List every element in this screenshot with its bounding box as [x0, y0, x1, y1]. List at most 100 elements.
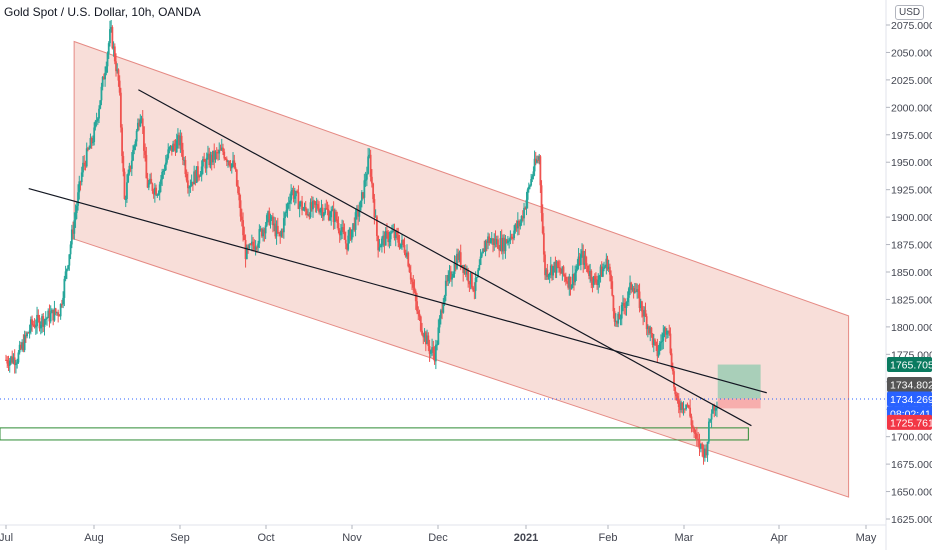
candle-down [278, 232, 280, 234]
candle-down [386, 231, 388, 233]
candle-up [431, 347, 433, 351]
candle-up [161, 172, 164, 180]
candle-up [552, 266, 555, 276]
candle-down [252, 241, 254, 246]
candle-down [618, 313, 621, 320]
candle-down [693, 427, 696, 433]
candle-up [636, 289, 639, 293]
long-position-tool[interactable] [717, 364, 761, 409]
candle-up [282, 218, 285, 233]
candle-down [115, 61, 117, 72]
candle-up [49, 312, 52, 322]
candle-up [273, 223, 276, 226]
candle-up [262, 229, 265, 237]
candle-down [544, 254, 546, 276]
candle-up [303, 206, 306, 210]
candle-up [220, 147, 223, 150]
candle-down [224, 158, 227, 160]
candle-down [263, 229, 266, 234]
price-tick-label: 1900.000 [891, 212, 932, 224]
candle-down [292, 189, 295, 199]
candle-down [595, 279, 597, 283]
support-zone-box[interactable] [0, 427, 749, 441]
stop-zone[interactable] [717, 398, 761, 409]
candle-up [77, 192, 79, 206]
candle-up [99, 100, 102, 109]
candle-up [461, 265, 463, 267]
candle-up [646, 326, 649, 330]
candle-down [702, 448, 705, 458]
candle-up [202, 158, 204, 167]
candle-down [564, 276, 567, 282]
candle-down [314, 201, 317, 205]
candle-up [493, 238, 496, 245]
candle-down [138, 122, 140, 127]
candle-up [392, 230, 395, 232]
candle-up [18, 344, 21, 353]
candle-down [376, 216, 378, 236]
candle-up [538, 156, 541, 161]
candle-up [199, 175, 202, 177]
price-axis[interactable]: 2075.000 2050.000 2025.000 2000.000 1975.000… [885, 0, 932, 550]
candle-up [286, 204, 289, 211]
support-zone[interactable] [0, 427, 749, 441]
time-axis[interactable]: Jul Aug Sep Oct Nov Dec 2021 Feb Mar Apr May [0, 524, 886, 544]
candle-up [299, 201, 302, 204]
candle-down [691, 425, 694, 428]
candle-down [560, 271, 563, 274]
candle-down [537, 160, 539, 162]
candle-down [387, 232, 390, 243]
candle-up [589, 270, 592, 276]
candle-down [556, 261, 559, 268]
trendlines[interactable] [28, 89, 767, 427]
candle-down [534, 158, 537, 163]
candle-down [335, 211, 337, 220]
candle-down [674, 387, 677, 395]
candle-down [511, 238, 514, 240]
candle-down [686, 404, 689, 406]
trendline-2[interactable] [138, 89, 752, 427]
candle-down [253, 245, 256, 250]
candle-down [344, 239, 347, 244]
candle-up [526, 189, 529, 200]
candle-up [264, 225, 267, 234]
candle-up [280, 231, 283, 237]
candle-down [518, 220, 520, 227]
candle-down [713, 405, 716, 411]
candle-down [313, 200, 316, 202]
candle-up [290, 191, 293, 201]
candle-up [442, 303, 445, 313]
candle-up [667, 330, 669, 332]
candle-down [33, 324, 36, 328]
candle-down [325, 207, 328, 209]
candle-down [268, 211, 271, 225]
candle-up [363, 180, 366, 198]
candle-down [327, 209, 330, 221]
candle-down [383, 235, 386, 246]
candle-down [219, 149, 222, 151]
candle-down [503, 237, 506, 252]
candle-up [706, 441, 709, 456]
candle-up [662, 333, 665, 341]
candle-down [52, 309, 55, 321]
candle-down [372, 183, 375, 200]
candle-down [546, 269, 549, 277]
candle-up [665, 331, 668, 335]
candle-up [716, 407, 718, 409]
candle-up [652, 339, 655, 345]
candle-down [697, 438, 700, 440]
regression-channel[interactable] [73, 40, 850, 498]
candle-up [312, 200, 314, 210]
candle-down [121, 127, 123, 156]
candle-up [394, 231, 397, 239]
candle-up [474, 277, 477, 291]
channel-area[interactable] [73, 40, 850, 498]
candle-down [141, 118, 144, 127]
candle-down [422, 334, 425, 338]
candle-down [54, 308, 57, 313]
trendline-1[interactable] [28, 187, 767, 394]
candle-down [498, 248, 501, 251]
candle-down [417, 311, 420, 314]
currency-selector[interactable]: USD [895, 5, 925, 20]
